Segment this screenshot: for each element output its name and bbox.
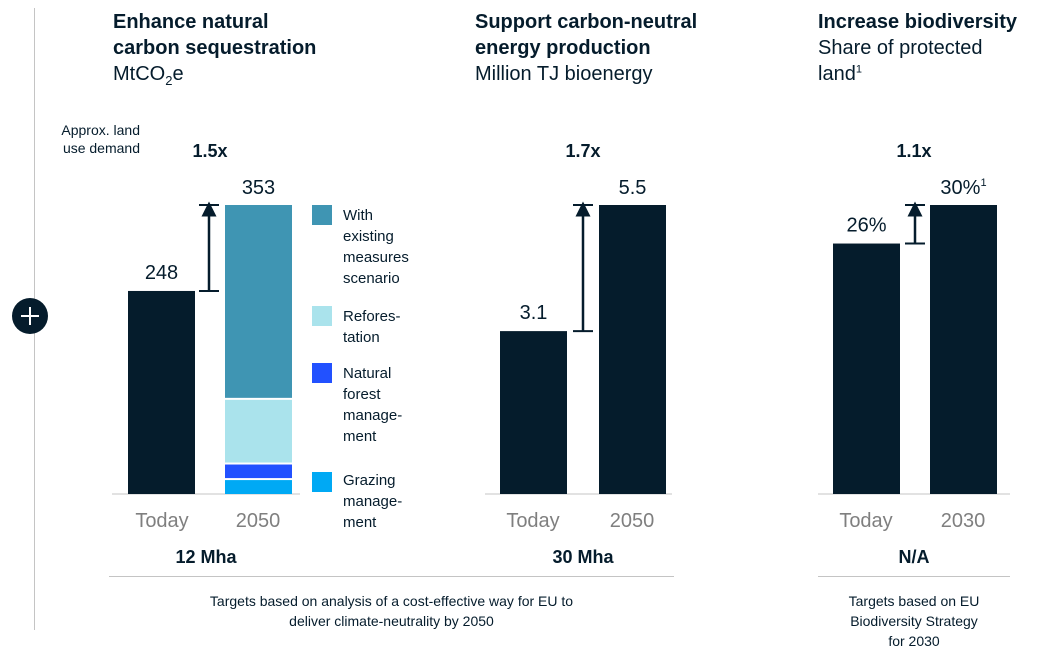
legend-label-grazing: Grazing manage- ment [343, 470, 433, 533]
chart-3-multiplier: 1.1x [896, 141, 931, 161]
chart-1-seg-existing-measures [225, 205, 292, 398]
chart-1-land-use: 12 Mha [175, 547, 237, 567]
panel-3-unit-line2: land1 [818, 61, 1058, 87]
chart-2-bar-2050 [599, 205, 666, 494]
panel-1-unit: MtCO2e [113, 61, 443, 94]
plus-icon [21, 307, 39, 325]
legend-swatch-existing [312, 205, 332, 225]
legend-line: ment [343, 428, 377, 445]
unit-subscript: 2 [165, 73, 173, 88]
chart-1-multiplier: 1.5x [192, 141, 227, 161]
legend-label-existing: With existing measures scenario [343, 205, 433, 289]
chart-3-tick-2030: 2030 [941, 510, 986, 532]
legend-label-natural-forest: Natural forest manage- ment [343, 363, 433, 447]
legend-line: manage- [343, 493, 403, 510]
unit-line2-text: land [818, 63, 856, 85]
chart-1: 248 353 1.5x Today 2050 [112, 141, 300, 532]
footnote-line: Biodiversity Strategy [850, 613, 978, 629]
chart-2-tick-2050: 2050 [610, 510, 655, 532]
panel-3-title: Increase biodiversity [818, 11, 1017, 33]
legend-line: With [343, 207, 373, 224]
legend-line: tation [343, 329, 380, 346]
expand-button[interactable] [12, 298, 48, 334]
legend-line: forest [343, 386, 381, 403]
panel-2-unit: Million TJ bioenergy [475, 63, 653, 85]
footnote-divider-left [109, 576, 674, 577]
chart-1-value-today: 248 [145, 262, 178, 284]
side-label-line2: use demand [62, 140, 140, 156]
footnote-line: deliver climate-neutrality by 2050 [289, 613, 494, 629]
chart-1-bar-today [128, 290, 195, 494]
value-2030-footnote: 1 [980, 177, 986, 189]
legend-swatch-grazing [312, 472, 332, 492]
legend-line: scenario [343, 270, 400, 287]
chart-1-tick-today: Today [135, 510, 188, 532]
chart-3-value-today: 26% [846, 215, 886, 237]
value-2030-text: 30% [940, 177, 980, 199]
chart-2-bar-today [500, 331, 567, 494]
land-use-side-label: Approx. land use demand [24, 121, 140, 157]
legend-line: ment [343, 514, 377, 531]
chart-3-land-use: N/A [898, 547, 930, 567]
chart-2-value-today: 3.1 [520, 302, 548, 324]
chart-1-seg-grazing [225, 480, 292, 494]
footnote-line: Targets based on analysis of a cost-effe… [209, 593, 574, 609]
legend-line: Natural [343, 365, 392, 382]
legend-line: Grazing [343, 472, 396, 489]
panel-2-header: Support carbon-neutral energy production… [475, 9, 785, 87]
footnote-line: for 2030 [888, 633, 940, 649]
chart-2: 3.1 5.5 1.7x Today 2050 [485, 141, 672, 532]
legend-label-reforestation: Refores- tation [343, 306, 433, 348]
chart-2-tick-today: Today [506, 510, 559, 532]
legend-line: manage- [343, 407, 403, 424]
chart-1-tick-2050: 2050 [236, 510, 281, 532]
panel-1-title-line1: Enhance natural [113, 11, 269, 33]
unit-tail: e [172, 63, 184, 85]
chart-1-seg-natural-forest [225, 464, 292, 479]
chart-3-bar-2030 [930, 205, 997, 494]
panel-1-title-line2: carbon sequestration [113, 37, 317, 59]
chart-3: 26% 30%1 1.1x Today 2030 [818, 141, 1010, 532]
chart-3-value-2030: 30%1 [940, 177, 986, 199]
legend-swatch-natural-forest [312, 363, 332, 383]
panel-2-title-line1: Support carbon-neutral [475, 11, 698, 33]
footnote-left: Targets based on analysis of a cost-effe… [109, 591, 674, 631]
chart-3-bar-today [833, 243, 900, 494]
panel-1-header: Enhance natural carbon sequestration MtC… [113, 9, 443, 94]
legend-line: existing [343, 228, 394, 245]
footnote-marker: 1 [855, 63, 862, 76]
side-label-line1: Approx. land [61, 122, 140, 138]
panel-3-unit-line1: Share of protected [818, 37, 983, 59]
chart-2-value-2050: 5.5 [619, 177, 647, 199]
footnote-right: Targets based on EU Biodiversity Strateg… [818, 591, 1010, 651]
footnote-divider-right [818, 576, 1010, 577]
chart-1-value-2050: 353 [242, 177, 275, 199]
legend-line: Refores- [343, 308, 401, 325]
chart-1-seg-reforestation [225, 399, 292, 463]
legend-swatch-reforestation [312, 306, 332, 326]
chart-3-tick-today: Today [839, 510, 892, 532]
unit-base: MtCO [113, 63, 166, 85]
footnote-line: Targets based on EU [848, 593, 980, 609]
chart-2-multiplier: 1.7x [565, 141, 600, 161]
panel-3-header: Increase biodiversity Share of protected… [818, 9, 1058, 87]
panel-2-title-line2: energy production [475, 37, 651, 59]
legend-line: measures [343, 249, 409, 266]
chart-2-land-use: 30 Mha [552, 547, 614, 567]
